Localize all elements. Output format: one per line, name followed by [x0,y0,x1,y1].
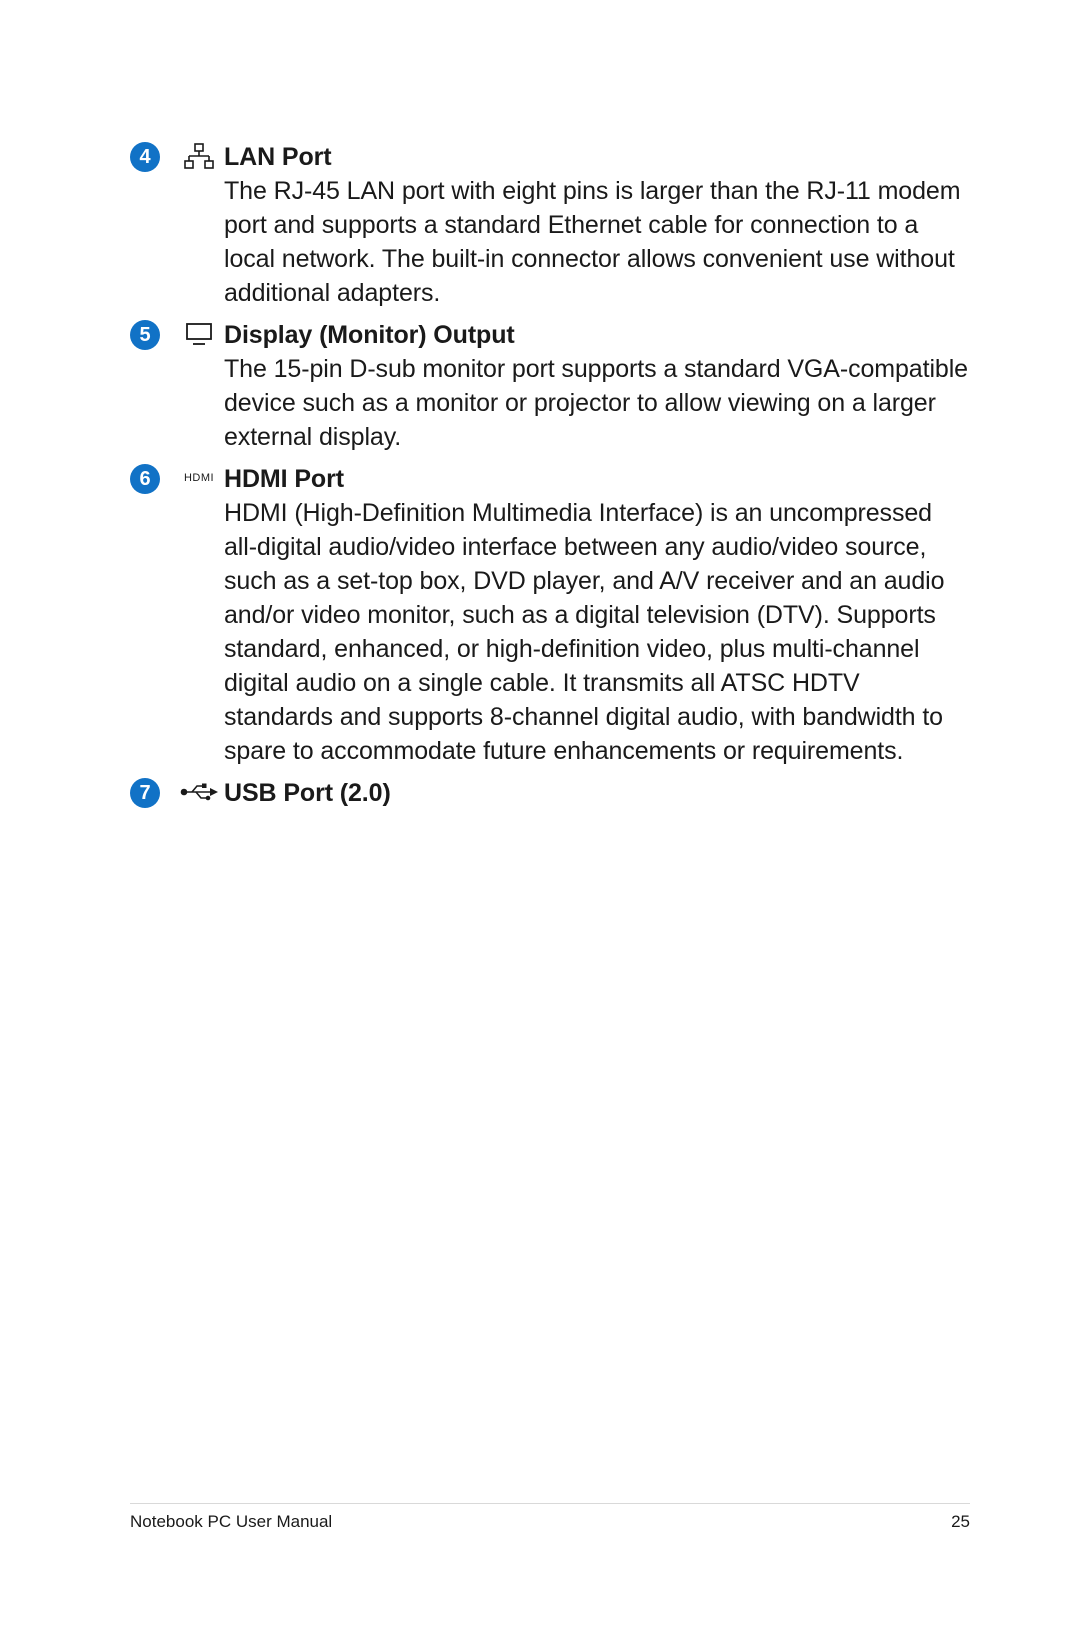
text-col: USB Port (2.0) [224,776,970,810]
number-badge: 4 [130,142,160,172]
item-desc: The 15-pin D-sub monitor port supports a… [224,352,970,454]
usb-icon [174,776,224,808]
page: 4 LAN Port The RJ-45 LAN port with eight… [0,0,1080,1627]
lan-icon [174,140,224,172]
monitor-icon [174,318,224,350]
item-title: LAN Port [224,140,970,174]
hdmi-icon: HDMI [174,462,224,494]
list-item: 6 HDMI HDMI Port HDMI (High-Definition M… [130,462,970,768]
badge-col: 7 [130,776,174,808]
list-item: 7 USB Port (2.0) [130,776,970,810]
text-col: LAN Port The RJ-45 LAN port with eight p… [224,140,970,310]
hdmi-label: HDMI [184,472,214,484]
badge-col: 4 [130,140,174,172]
badge-col: 6 [130,462,174,494]
footer-left: Notebook PC User Manual [130,1512,332,1532]
footer-page-number: 25 [951,1512,970,1532]
page-footer: Notebook PC User Manual 25 [130,1503,970,1532]
text-col: Display (Monitor) Output The 15-pin D-su… [224,318,970,454]
number-badge: 6 [130,464,160,494]
list-item: 5 Display (Monitor) Output The 15-pin D-… [130,318,970,454]
number-badge: 5 [130,320,160,350]
item-title: USB Port (2.0) [224,776,970,810]
item-title: HDMI Port [224,462,970,496]
item-title: Display (Monitor) Output [224,318,970,352]
number-badge: 7 [130,778,160,808]
badge-col: 5 [130,318,174,350]
text-col: HDMI Port HDMI (High-Definition Multimed… [224,462,970,768]
item-desc: HDMI (High-Definition Multimedia Interfa… [224,496,970,768]
list-item: 4 LAN Port The RJ-45 LAN port with eight… [130,140,970,310]
item-desc: The RJ-45 LAN port with eight pins is la… [224,174,970,310]
